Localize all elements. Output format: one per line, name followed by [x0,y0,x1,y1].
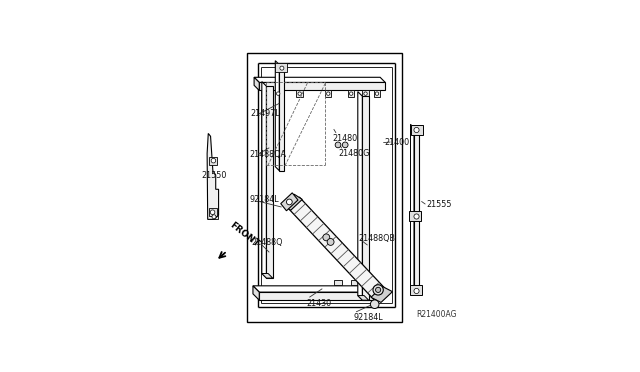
Polygon shape [348,90,355,97]
Circle shape [375,92,379,95]
Polygon shape [262,81,266,278]
Polygon shape [358,92,362,300]
Circle shape [211,210,215,215]
Polygon shape [253,286,259,300]
Polygon shape [275,63,287,72]
Polygon shape [410,124,414,289]
Polygon shape [275,90,282,97]
Polygon shape [414,128,419,289]
Circle shape [287,199,292,205]
Circle shape [211,158,216,163]
Circle shape [373,285,383,295]
Circle shape [376,287,381,292]
Text: 21488QA: 21488QA [250,150,287,158]
Polygon shape [259,83,385,90]
Circle shape [414,128,419,132]
Text: 21488QB: 21488QB [358,234,395,243]
Polygon shape [365,279,373,285]
Circle shape [298,92,301,95]
Polygon shape [283,194,302,210]
Circle shape [326,92,330,95]
Polygon shape [254,77,385,83]
Circle shape [276,92,280,95]
Text: 21555: 21555 [426,200,451,209]
Polygon shape [325,90,332,97]
Text: 92184L: 92184L [250,195,279,204]
Circle shape [414,288,419,294]
Text: 92184L: 92184L [354,313,383,322]
Bar [209,157,218,165]
Bar [247,53,402,323]
Text: FRONT: FRONT [228,221,261,249]
Text: 21550: 21550 [202,171,227,180]
Polygon shape [259,292,375,300]
Bar [209,208,216,216]
Text: 21400: 21400 [385,138,410,147]
Polygon shape [266,86,273,278]
Circle shape [371,300,379,308]
Polygon shape [409,211,421,221]
Polygon shape [362,90,369,97]
Polygon shape [358,296,369,300]
Polygon shape [371,286,392,302]
Circle shape [342,142,348,148]
Text: 21480G: 21480G [338,150,369,158]
Polygon shape [333,279,342,285]
Circle shape [327,238,334,246]
Text: R21400AG: R21400AG [417,310,457,319]
Polygon shape [279,65,284,171]
Circle shape [414,214,419,219]
Polygon shape [253,286,375,292]
Text: 21497L: 21497L [250,109,280,118]
Polygon shape [351,279,359,285]
Polygon shape [374,90,380,97]
Circle shape [349,92,353,95]
Circle shape [335,142,341,148]
Circle shape [212,215,216,219]
Text: 21488Q: 21488Q [252,238,283,247]
Circle shape [323,234,330,241]
Circle shape [364,92,367,95]
Polygon shape [281,193,298,211]
Circle shape [280,66,284,70]
Polygon shape [362,96,369,300]
Polygon shape [210,215,218,219]
Text: 21430: 21430 [307,299,332,308]
Polygon shape [296,90,303,97]
Text: 21480: 21480 [332,134,357,143]
Polygon shape [262,273,273,278]
Polygon shape [254,77,259,90]
Polygon shape [207,134,219,219]
Polygon shape [410,285,422,295]
Polygon shape [275,61,279,171]
Polygon shape [288,197,385,299]
Polygon shape [411,125,424,135]
